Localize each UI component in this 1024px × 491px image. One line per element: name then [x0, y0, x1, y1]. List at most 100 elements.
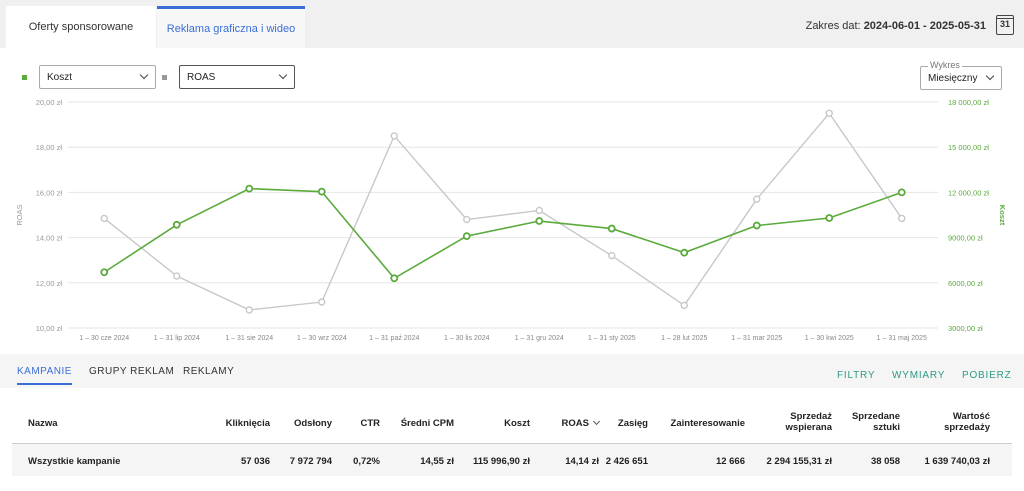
header-name[interactable]: Nazwa: [28, 418, 58, 429]
y2-tick-label: 15 000,00 zł: [948, 143, 989, 152]
y-tick-label: 12,00 zł: [36, 279, 63, 288]
x-tick-label: 1 – 30 kwi 2025: [805, 335, 854, 342]
y2-tick-label: 3000,00 zł: [948, 324, 983, 333]
tab-ads[interactable]: REKLAMY: [183, 366, 235, 377]
dimensions-button[interactable]: WYMIARY: [892, 370, 946, 381]
data-point-koszt: [317, 187, 326, 196]
series-line-roas: [103, 112, 903, 311]
data-point-koszt: [462, 232, 471, 240]
data-point-koszt: [172, 220, 181, 229]
x-tick-label: 1 – 31 lip 2024: [154, 335, 200, 342]
table-header: Nazwa Kliknięcia Odsłony CTR Średni CPM …: [12, 406, 1012, 444]
tab-display-video-ads[interactable]: Reklama graficzna i wideo: [157, 6, 305, 48]
x-tick-label: 1 – 30 cze 2024: [79, 335, 129, 342]
row-impressions: 7 972 794: [289, 456, 332, 467]
top-tab-bar: Oferty sponsorowane Reklama graficzna i …: [0, 0, 1024, 48]
y2-tick-label: 9000,00 zł: [948, 234, 983, 243]
y2-axis-title: Koszt: [998, 205, 1007, 226]
x-tick-label: 1 – 30 wrz 2024: [297, 335, 347, 342]
row-cost: 115 996,90 zł: [472, 456, 530, 467]
data-point-koszt: [752, 221, 761, 230]
data-point-roas: [753, 195, 761, 203]
header-sales-value[interactable]: Wartość sprzedaży: [944, 411, 990, 433]
date-range[interactable]: Zakres dat: 2024-06-01 - 2025-05-31: [806, 20, 986, 32]
data-point-koszt: [825, 214, 834, 222]
data-point-roas: [898, 214, 906, 223]
row-sales-value: 1 639 740,03 zł: [924, 456, 991, 467]
header-interest[interactable]: Zainteresowanie: [670, 418, 745, 429]
y2-tick-label: 18 000,00 zł: [948, 98, 989, 107]
y-tick-label: 10,00 zł: [36, 324, 63, 333]
header-impressions[interactable]: Odsłony: [293, 418, 332, 429]
row-name: Wszystkie kampanie: [28, 456, 121, 467]
left-metric-select[interactable]: Koszt: [39, 65, 156, 89]
x-tick-label: 1 – 31 gru 2024: [515, 335, 564, 342]
data-point-roas: [680, 301, 688, 310]
y-tick-label: 14,00 zł: [36, 234, 63, 243]
chevron-down-icon: [139, 70, 149, 80]
row-units-sold: 38 058: [870, 456, 900, 467]
koszt-legend-marker: [22, 75, 27, 80]
filters-button[interactable]: FILTRY: [837, 370, 876, 381]
chevron-down-icon: [278, 70, 288, 80]
data-point-roas: [535, 206, 543, 215]
data-point-roas: [825, 109, 833, 117]
chart-period-value: Miesięczny: [928, 72, 978, 84]
data-point-koszt: [680, 248, 689, 257]
campaigns-table: Nazwa Kliknięcia Odsłony CTR Średni CPM …: [12, 406, 1012, 476]
data-point-roas: [100, 214, 108, 223]
row-avg-cpm: 14,55 zł: [420, 456, 454, 467]
y2-tick-label: 6000,00 zł: [948, 279, 983, 288]
line-chart: 10,00 zł 12,00 zł 14,00 zł 16,00 zł 18,00 zł…: [15, 98, 1007, 342]
data-point-koszt: [390, 274, 399, 283]
right-metric-select[interactable]: ROAS: [179, 65, 295, 89]
data-point-koszt: [100, 268, 109, 277]
chart-field-label: Wykres: [928, 60, 962, 70]
data-point-roas: [173, 272, 181, 280]
x-tick-label: 1 – 28 lut 2025: [661, 335, 707, 342]
row-roas: 14,14 zł: [565, 456, 599, 467]
series-line-koszt: [103, 187, 903, 280]
row-interest: 12 666: [715, 456, 745, 467]
y-tick-label: 20,00 zł: [36, 98, 63, 107]
y2-tick-label: 12 000,00 zł: [948, 188, 989, 197]
header-reach[interactable]: Zasięg: [617, 418, 648, 429]
report-tab-bar: KAMPANIE GRUPY REKLAM REKLAMY FILTRY WYM…: [0, 354, 1024, 388]
header-supported-sales[interactable]: Sprzedaż wspierana: [785, 411, 832, 433]
chevron-down-icon: [985, 71, 995, 81]
x-tick-label: 1 – 31 mar 2025: [731, 335, 782, 342]
date-range-value: 2024-06-01 - 2025-05-31: [863, 20, 986, 32]
header-units-sold[interactable]: Sprzedane sztuki: [851, 411, 900, 433]
download-button[interactable]: POBIERZ: [962, 370, 1012, 381]
data-point-koszt: [535, 217, 544, 225]
y-axis-title: ROAS: [15, 204, 24, 225]
x-tick-label: 1 – 31 sty 2025: [588, 335, 636, 342]
header-cost[interactable]: Koszt: [504, 418, 530, 429]
header-roas[interactable]: ROAS: [561, 417, 601, 429]
header-roas-label: ROAS: [561, 418, 589, 429]
row-supported-sales: 2 294 155,31 zł: [766, 456, 833, 467]
header-clicks[interactable]: Kliknięcia: [225, 418, 270, 429]
y-tick-label: 18,00 zł: [36, 143, 63, 152]
sort-chevron-icon: [592, 417, 601, 426]
tab-ad-groups[interactable]: GRUPY REKLAM: [89, 366, 175, 377]
row-clicks: 57 036: [240, 456, 270, 467]
data-point-roas: [318, 298, 326, 306]
data-point-roas: [390, 132, 398, 140]
header-avg-cpm[interactable]: Średni CPM: [400, 418, 454, 429]
data-point-roas: [245, 306, 253, 314]
roas-legend-marker: [162, 75, 167, 80]
left-metric-value: Koszt: [47, 71, 73, 83]
y-tick-label: 16,00 zł: [36, 188, 63, 197]
data-point-koszt: [897, 188, 906, 197]
x-tick-label: 1 – 31 maj 2025: [877, 335, 927, 342]
tab-sponsored-offers[interactable]: Oferty sponsorowane: [6, 6, 156, 48]
right-metric-value: ROAS: [187, 71, 216, 83]
calendar-icon[interactable]: 31: [996, 15, 1014, 35]
table-row[interactable]: Wszystkie kampanie 57 036 7 972 794 0,72…: [12, 444, 1012, 476]
data-point-roas: [608, 251, 616, 260]
header-ctr[interactable]: CTR: [360, 418, 380, 429]
tab-campaigns[interactable]: KAMPANIE: [17, 366, 72, 385]
x-tick-label: 1 – 31 paź 2024: [369, 335, 419, 342]
data-point-koszt: [245, 184, 254, 193]
